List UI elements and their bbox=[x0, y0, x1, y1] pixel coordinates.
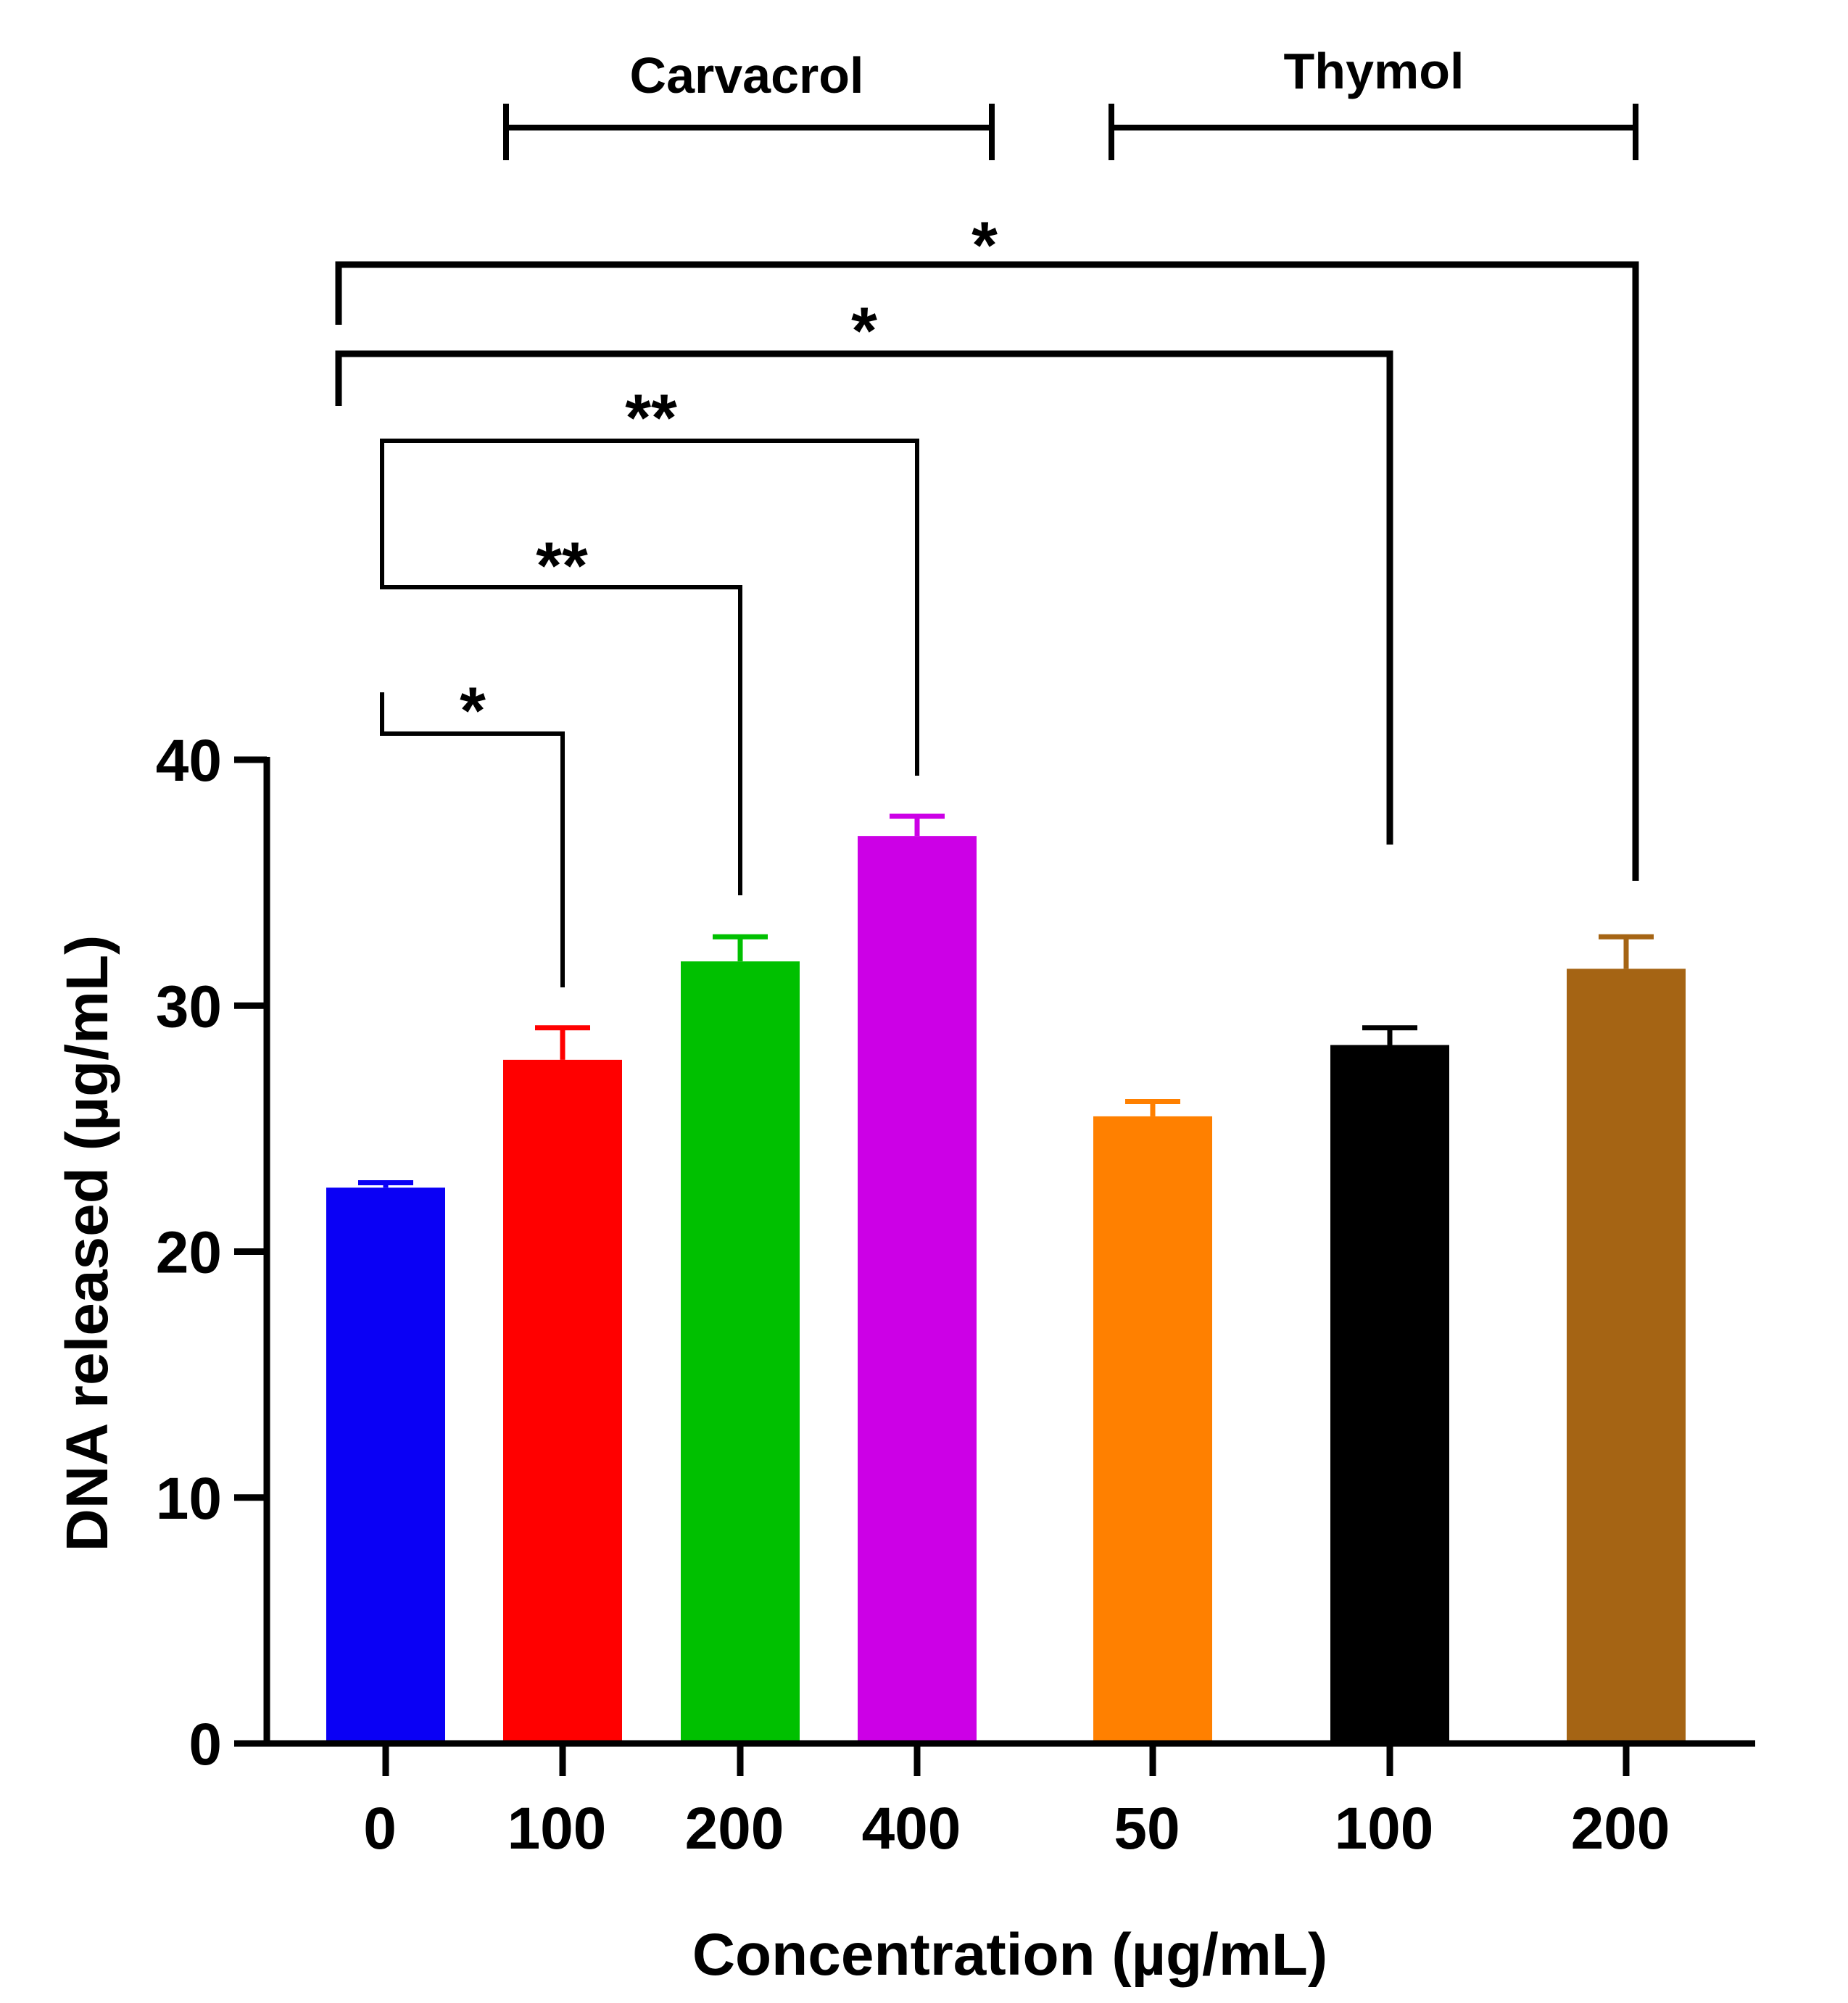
bar-3 bbox=[858, 836, 977, 1743]
x-tick-label-2: 200 bbox=[685, 1796, 784, 1862]
significance-bracket-0 bbox=[380, 692, 565, 987]
significance-bracket-4 bbox=[335, 261, 1639, 881]
x-tick-label-4: 50 bbox=[1114, 1796, 1180, 1862]
significance-label-0: * bbox=[460, 674, 486, 748]
y-tick-label-3: 30 bbox=[156, 974, 222, 1040]
significance-bracket-2 bbox=[380, 439, 919, 776]
bar-1 bbox=[503, 1059, 622, 1743]
significance-annotations: Carvacrol Thymol******* bbox=[335, 43, 1639, 987]
x-axis-title: Concentration (µg/mL) bbox=[692, 1922, 1327, 1988]
group-label-1: Thymol bbox=[1284, 43, 1464, 99]
x-tick-label-3: 400 bbox=[862, 1796, 961, 1862]
bar-5 bbox=[1330, 1045, 1449, 1743]
significance-label-4: * bbox=[971, 209, 998, 283]
group-label-0: Carvacrol bbox=[630, 47, 864, 104]
y-tick-label-1: 10 bbox=[156, 1466, 222, 1532]
bar-6 bbox=[1567, 969, 1686, 1743]
significance-label-2: ** bbox=[625, 381, 677, 455]
x-tick-label-1: 100 bbox=[507, 1796, 607, 1862]
y-tick-label-0: 0 bbox=[188, 1712, 222, 1778]
y-axis-title: DNA released (µg/mL) bbox=[54, 935, 120, 1552]
significance-bracket-1 bbox=[380, 547, 742, 895]
significance-label-1: ** bbox=[536, 529, 588, 603]
x-tick-label-5: 100 bbox=[1335, 1796, 1434, 1862]
plot-area bbox=[326, 813, 1686, 1743]
x-tick-label-6: 200 bbox=[1571, 1796, 1670, 1862]
bar-0 bbox=[326, 1187, 445, 1743]
significance-label-3: * bbox=[851, 294, 877, 368]
bar-4 bbox=[1093, 1116, 1212, 1743]
bar-2 bbox=[681, 961, 800, 1743]
y-tick-label-2: 20 bbox=[156, 1220, 222, 1286]
significance-bracket-3 bbox=[335, 350, 1393, 845]
x-tick-label-0: 0 bbox=[363, 1796, 397, 1862]
y-tick-label-4: 40 bbox=[156, 728, 222, 794]
